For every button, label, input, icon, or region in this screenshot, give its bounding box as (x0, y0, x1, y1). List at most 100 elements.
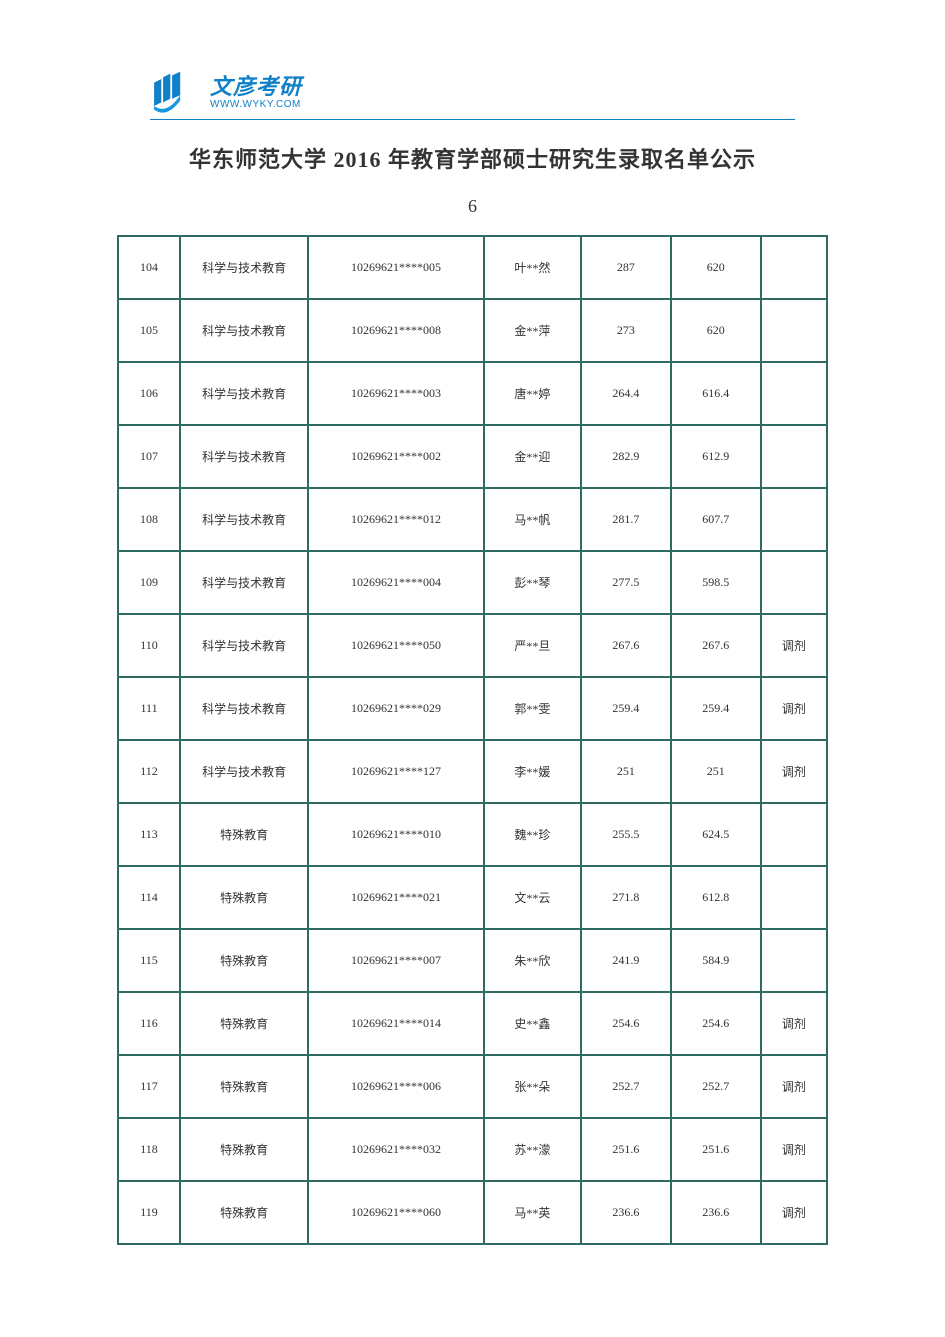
table-cell: 10269621****050 (308, 614, 483, 677)
table-cell: 119 (118, 1181, 180, 1244)
table-cell: 特殊教育 (180, 1118, 308, 1181)
table-cell (761, 425, 827, 488)
table-cell: 10269621****010 (308, 803, 483, 866)
table-cell: 张**朵 (484, 1055, 581, 1118)
table-cell: 科学与技术教育 (180, 488, 308, 551)
table-cell: 调剂 (761, 614, 827, 677)
table-cell: 111 (118, 677, 180, 740)
table-cell: 10269621****007 (308, 929, 483, 992)
table-cell: 598.5 (671, 551, 761, 614)
logo-graphic-icon (150, 70, 205, 115)
table-cell: 105 (118, 299, 180, 362)
table-row: 104科学与技术教育10269621****005叶**然287620 (118, 236, 827, 299)
table-cell: 科学与技术教育 (180, 677, 308, 740)
table-cell: 251.6 (671, 1118, 761, 1181)
table-cell: 616.4 (671, 362, 761, 425)
table-row: 113特殊教育10269621****010魏**珍255.5624.5 (118, 803, 827, 866)
table-cell: 10269621****004 (308, 551, 483, 614)
table-cell (761, 866, 827, 929)
table-cell: 252.7 (671, 1055, 761, 1118)
header: 文彦考研 WWW.WYKY.COM (0, 0, 945, 115)
table-cell: 241.9 (581, 929, 671, 992)
site-logo: 文彦考研 WWW.WYKY.COM (150, 70, 945, 115)
table-row: 105科学与技术教育10269621****008金**萍273620 (118, 299, 827, 362)
table-cell: 科学与技术教育 (180, 299, 308, 362)
table-cell: 110 (118, 614, 180, 677)
table-cell: 10269621****014 (308, 992, 483, 1055)
table-row: 115特殊教育10269621****007朱**欣241.9584.9 (118, 929, 827, 992)
table-cell: 郭**雯 (484, 677, 581, 740)
table-row: 118特殊教育10269621****032苏**濛251.6251.6调剂 (118, 1118, 827, 1181)
table-cell: 科学与技术教育 (180, 614, 308, 677)
table-cell: 唐**婷 (484, 362, 581, 425)
table-cell: 104 (118, 236, 180, 299)
table-cell: 255.5 (581, 803, 671, 866)
table-cell: 106 (118, 362, 180, 425)
logo-brand-name: 文彦考研 (210, 75, 302, 99)
table-cell: 马**英 (484, 1181, 581, 1244)
table-cell: 251 (671, 740, 761, 803)
table-cell: 271.8 (581, 866, 671, 929)
table-cell: 彭**琴 (484, 551, 581, 614)
table-row: 112科学与技术教育10269621****127李**媛251251调剂 (118, 740, 827, 803)
table-cell: 调剂 (761, 740, 827, 803)
table-cell: 252.7 (581, 1055, 671, 1118)
table-cell (761, 236, 827, 299)
table-cell: 特殊教育 (180, 929, 308, 992)
table-row: 109科学与技术教育10269621****004彭**琴277.5598.5 (118, 551, 827, 614)
table-cell (761, 803, 827, 866)
table-cell: 金**萍 (484, 299, 581, 362)
table-cell: 620 (671, 299, 761, 362)
table-cell: 特殊教育 (180, 866, 308, 929)
table-cell: 251 (581, 740, 671, 803)
table-cell: 607.7 (671, 488, 761, 551)
table-cell: 113 (118, 803, 180, 866)
table-cell: 117 (118, 1055, 180, 1118)
table-cell: 236.6 (581, 1181, 671, 1244)
table-cell: 朱**欣 (484, 929, 581, 992)
table-cell: 254.6 (671, 992, 761, 1055)
table-cell: 254.6 (581, 992, 671, 1055)
table-cell: 10269621****003 (308, 362, 483, 425)
table-cell: 277.5 (581, 551, 671, 614)
table-cell: 10269621****021 (308, 866, 483, 929)
table-cell: 109 (118, 551, 180, 614)
table-cell: 115 (118, 929, 180, 992)
table-cell: 科学与技术教育 (180, 740, 308, 803)
table-cell: 文**云 (484, 866, 581, 929)
table-cell: 107 (118, 425, 180, 488)
table-cell: 10269621****005 (308, 236, 483, 299)
table-cell: 严**旦 (484, 614, 581, 677)
table-cell: 特殊教育 (180, 803, 308, 866)
table-row: 119特殊教育10269621****060马**英236.6236.6调剂 (118, 1181, 827, 1244)
table-cell: 调剂 (761, 677, 827, 740)
table-cell: 236.6 (671, 1181, 761, 1244)
page-number: 6 (0, 196, 945, 217)
table-cell: 612.8 (671, 866, 761, 929)
table-row: 107科学与技术教育10269621****002金**迎282.9612.9 (118, 425, 827, 488)
table-row: 106科学与技术教育10269621****003唐**婷264.4616.4 (118, 362, 827, 425)
table-cell (761, 488, 827, 551)
table-cell: 287 (581, 236, 671, 299)
table-cell: 叶**然 (484, 236, 581, 299)
table-cell: 10269621****060 (308, 1181, 483, 1244)
table-cell: 281.7 (581, 488, 671, 551)
table-row: 114特殊教育10269621****021文**云271.8612.8 (118, 866, 827, 929)
table-row: 117特殊教育10269621****006张**朵252.7252.7调剂 (118, 1055, 827, 1118)
admissions-table: 104科学与技术教育10269621****005叶**然287620105科学… (117, 235, 828, 1245)
table-cell: 118 (118, 1118, 180, 1181)
table-cell: 10269621****002 (308, 425, 483, 488)
logo-text: 文彦考研 WWW.WYKY.COM (210, 75, 302, 110)
table-cell: 调剂 (761, 1118, 827, 1181)
table-cell: 调剂 (761, 1055, 827, 1118)
table-cell: 267.6 (581, 614, 671, 677)
admissions-table-container: 104科学与技术教育10269621****005叶**然287620105科学… (117, 235, 828, 1245)
table-cell: 10269621****127 (308, 740, 483, 803)
header-divider (150, 119, 795, 120)
table-cell: 108 (118, 488, 180, 551)
table-cell: 251.6 (581, 1118, 671, 1181)
table-cell: 612.9 (671, 425, 761, 488)
table-cell: 114 (118, 866, 180, 929)
page-title: 华东师范大学 2016 年教育学部硕士研究生录取名单公示 (0, 142, 945, 174)
table-row: 111科学与技术教育10269621****029郭**雯259.4259.4调… (118, 677, 827, 740)
